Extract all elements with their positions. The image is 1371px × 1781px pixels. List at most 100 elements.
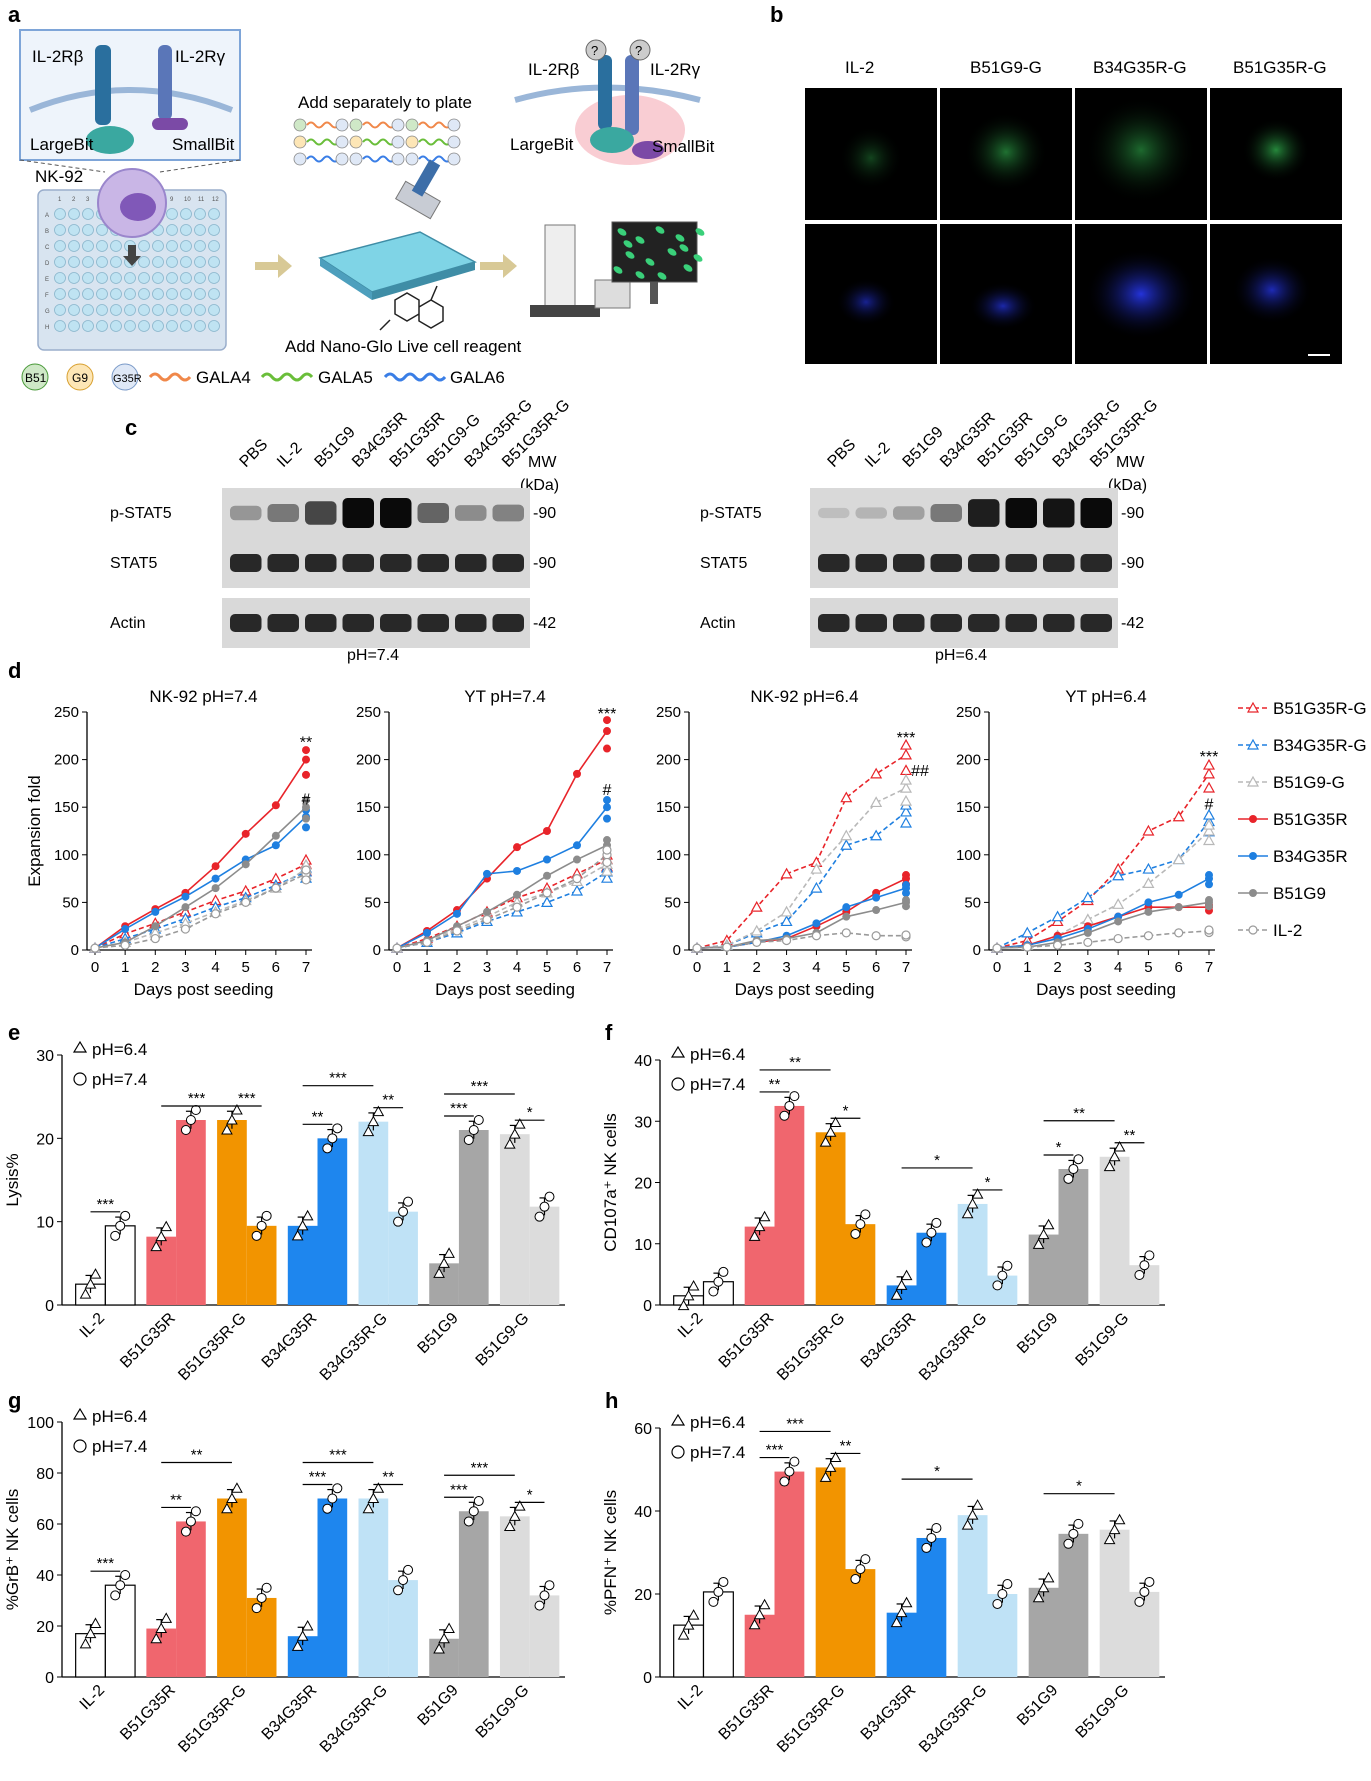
blot-band — [893, 614, 925, 632]
category-label: B51G35R — [716, 1682, 778, 1744]
bar — [1028, 1587, 1059, 1677]
peptide-wave — [362, 155, 396, 163]
legend-marker — [1249, 852, 1257, 860]
plate-row-label: D — [45, 261, 50, 267]
data-point — [452, 926, 462, 936]
replicate-triangle — [160, 1220, 173, 1232]
bar — [104, 1225, 136, 1306]
x-axis-label: Days post seeding — [435, 980, 575, 999]
data-point — [1114, 917, 1123, 926]
data-point — [302, 814, 310, 823]
blot-band — [968, 499, 1000, 527]
data-point — [901, 930, 911, 940]
y-tick-label: 150 — [356, 799, 381, 816]
panel-label-c: c — [125, 415, 137, 440]
replicate-circle — [332, 1123, 343, 1134]
data-point — [302, 796, 310, 805]
significance-label: *** — [450, 1481, 468, 1498]
legend-label: pH=6.4 — [92, 1040, 147, 1059]
plate-96-front — [372, 262, 475, 300]
plate-row-label: H — [45, 325, 49, 331]
lane-label: B51G9 — [900, 424, 947, 471]
series-line — [996, 773, 1210, 949]
plate-well — [110, 288, 122, 300]
down-arrow-icon — [123, 245, 141, 266]
x-tick-label: 4 — [812, 959, 820, 976]
data-point — [870, 829, 883, 841]
replicate-circle — [468, 1506, 479, 1517]
category-label: B51G9-G — [1073, 1682, 1133, 1742]
nk92-nucleus-icon — [120, 193, 156, 221]
series-line — [696, 787, 907, 949]
legend-label: B34G35R — [1273, 847, 1348, 866]
plate-well — [166, 304, 178, 316]
legend-marker — [1246, 701, 1260, 713]
data-point — [1112, 898, 1125, 909]
data-point — [392, 943, 402, 953]
bar — [388, 1580, 418, 1677]
data-point — [482, 914, 492, 925]
data-point — [151, 907, 160, 916]
y-tick-label: 20 — [634, 1176, 652, 1193]
y-tick-label: 0 — [673, 942, 681, 959]
peptide-wave — [362, 121, 396, 129]
replicate-circle — [850, 1574, 861, 1585]
y-tick-label: 150 — [54, 799, 79, 816]
plate-96-side — [320, 258, 372, 300]
data-point — [271, 883, 281, 893]
y-tick-label: 20 — [634, 1587, 652, 1604]
bar — [886, 1612, 917, 1677]
peptide-wave — [418, 138, 452, 146]
panel-label-f: f — [605, 1020, 613, 1045]
replicate-circle — [534, 1600, 545, 1611]
blot-band — [305, 614, 337, 632]
monitor-cell — [679, 244, 689, 252]
monitor-cell — [613, 266, 623, 274]
data-point — [301, 865, 311, 875]
panel-label-h: h — [605, 1388, 618, 1413]
cell-green-b51g35rg — [1242, 118, 1310, 182]
series-line — [94, 816, 307, 949]
category-label: B34G35R — [259, 1310, 321, 1372]
replicate-circle — [1144, 1576, 1155, 1587]
plate-well — [82, 272, 94, 284]
plate-well — [54, 208, 66, 220]
plate-well — [194, 224, 206, 236]
bar — [146, 1236, 177, 1305]
replicate-triangle — [362, 1125, 375, 1137]
category-label: B51G35R-G — [774, 1310, 848, 1384]
replicate-triangle — [231, 1482, 243, 1493]
replicate-triangle — [890, 1289, 903, 1300]
data-point — [573, 769, 581, 778]
significance-label: ** — [1124, 1127, 1136, 1144]
significance-label: *** — [598, 706, 617, 723]
peptide-dot — [293, 152, 307, 166]
legend-triangle-icon — [670, 1045, 686, 1058]
plate-well — [124, 304, 136, 316]
replicate-triangle — [79, 1637, 92, 1649]
data-point — [1144, 898, 1153, 907]
monitor-cell — [635, 236, 645, 244]
plate-well — [138, 288, 150, 300]
significance-label: # — [1205, 796, 1214, 813]
monitor-cell — [623, 240, 633, 248]
bar — [987, 1594, 1018, 1677]
data-point — [899, 764, 913, 776]
legend-label: IL-2 — [1273, 921, 1302, 940]
plate-well — [208, 224, 220, 236]
lane-label: IL-2 — [862, 439, 894, 471]
x-tick-label: 5 — [842, 959, 850, 976]
peptide-wave — [418, 121, 452, 129]
replicate-circle — [110, 1590, 121, 1601]
data-point — [241, 860, 250, 869]
data-point — [302, 823, 310, 832]
chart-title: NK-92 pH=6.4 — [750, 687, 858, 706]
ligand-question-right-icon — [629, 39, 651, 61]
series-line — [94, 873, 307, 949]
b51-legend-icon — [21, 363, 49, 391]
peptide-dot-end — [391, 152, 405, 166]
replicate-triangle — [89, 1268, 102, 1279]
chart-title: YT pH=7.4 — [464, 687, 545, 706]
plate-well — [68, 208, 80, 220]
